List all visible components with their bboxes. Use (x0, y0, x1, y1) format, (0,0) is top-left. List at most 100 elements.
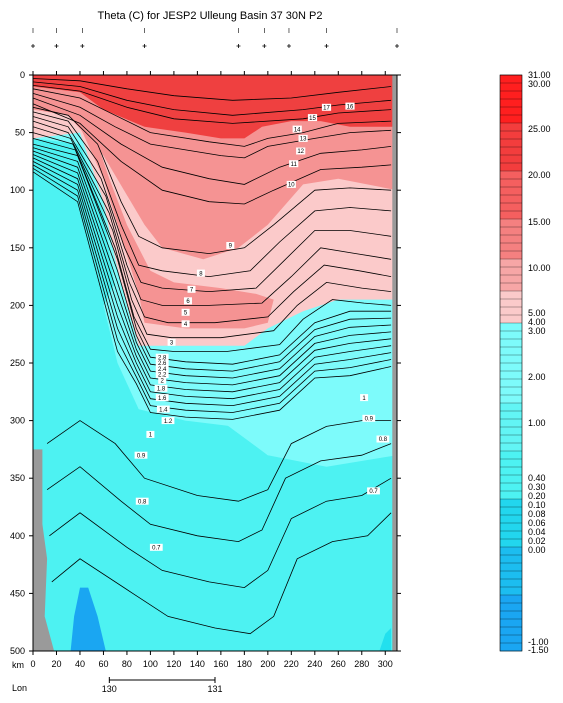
isotherm-mid-4 (32, 120, 392, 306)
contour-label-bg-14 (167, 338, 176, 346)
contour-label-bg-28 (360, 394, 369, 402)
contour-label-27: 0.7 (152, 546, 161, 552)
contour-label-layer: 17 1615141312111098765432.82.62.42.221.81… (134, 102, 390, 552)
lon-tick-label-131: 131 (207, 684, 222, 694)
contour-label-26: 0.8 (138, 499, 147, 505)
fill-blue-cold-core (70, 587, 106, 651)
contour-label-bg-19 (158, 376, 167, 384)
contour-label-bg-5 (296, 147, 306, 155)
colorbar-band-0 (500, 75, 522, 84)
colorbar-band-51 (500, 483, 522, 492)
colorbar-band-23 (500, 259, 522, 268)
contour-label-19: 2 (161, 379, 165, 385)
x-tick-label-280: 280 (354, 659, 369, 669)
land-mask-right (392, 75, 397, 651)
y-tick-label-500: 500 (10, 646, 25, 656)
colorbar-label-14: 0.10 (528, 500, 546, 510)
colorbar-band-64 (500, 587, 522, 596)
isotherm-upper-7 (32, 103, 392, 205)
contour-label-bg-4 (298, 134, 308, 142)
isotherm-mid-1 (32, 106, 392, 255)
contour-label-bg-10 (187, 285, 196, 293)
contour-label-7: 10 (288, 183, 295, 189)
isotherm-mid-3 (32, 116, 392, 293)
contour-label-bg-16 (155, 359, 169, 367)
contour-label-15: 2.8 (158, 355, 167, 361)
colorbar-band-13 (500, 179, 522, 188)
contour-label-30: 0.8 (379, 437, 388, 443)
contour-label-23: 1.2 (164, 419, 173, 425)
contour-label-bg-26 (135, 497, 149, 505)
colorbar-label-18: 0.02 (528, 536, 546, 546)
colorbar-band-33 (500, 339, 522, 348)
isotherm-upper-2 (32, 81, 392, 116)
colorbar-label-10: 1.00 (528, 418, 546, 428)
colorbar-band-68 (500, 619, 522, 628)
isotherm-deep-4 (51, 512, 392, 635)
colorbar-band-17 (500, 211, 522, 220)
colorbar-band-38 (500, 379, 522, 388)
x-tick-label-260: 260 (331, 659, 346, 669)
contour-label-bg-30 (376, 435, 390, 443)
contour-label-10: 7 (190, 288, 194, 294)
y-tick-label-0: 0 (20, 70, 25, 80)
y-tick-label-200: 200 (10, 300, 25, 310)
colorbar-band-25 (500, 275, 522, 284)
contour-label-0: 17 (323, 106, 330, 112)
y-tick-label-350: 350 (10, 473, 25, 483)
contour-label-bg-13 (181, 320, 190, 328)
colorbar-band-47 (500, 451, 522, 460)
colorbar-label-7: 4.00 (528, 317, 546, 327)
temperature-fill-layer (33, 75, 397, 651)
isotherm-upper-3 (32, 85, 392, 124)
contour-label-6: 11 (291, 162, 298, 168)
fill-cyan-cold-patch (379, 628, 392, 651)
contour-label-13: 4 (184, 322, 188, 328)
colorbar-label-1: 30.00 (528, 79, 551, 89)
contour-label-28: 1 (362, 396, 366, 402)
contour-label-22: 1.4 (159, 407, 168, 413)
y-tick-label-150: 150 (10, 243, 25, 253)
colorbar-band-6 (500, 123, 522, 132)
colorbar-band-7 (500, 131, 522, 140)
contour-label-bg-21 (155, 394, 169, 402)
colorbar-band-21 (500, 243, 522, 252)
contour-label-bg-15 (155, 353, 169, 361)
contour-label-25: 0.9 (137, 453, 146, 459)
colorbar-band-66 (500, 603, 522, 612)
colorbar-band-30 (500, 315, 522, 324)
x-tick-label-80: 80 (122, 659, 132, 669)
colorbar-band-19 (500, 227, 522, 236)
contour-label-bg-9 (196, 269, 205, 277)
colorbar-band-29 (500, 307, 522, 316)
x-tick-label-200: 200 (260, 659, 275, 669)
contour-label-8: 9 (229, 244, 233, 250)
chart-title: Theta (C) for JESP2 Ulleung Basin 37 30N… (97, 10, 322, 22)
colorbar-label-11: 0.40 (528, 473, 546, 483)
colorbar-label-19: 0.00 (528, 545, 546, 555)
isotherm-deep-1 (46, 420, 392, 502)
colorbar-label-13: 0.20 (528, 491, 546, 501)
contour-label-24: 1 (149, 433, 153, 439)
colorbar-label-5: 10.00 (528, 263, 551, 273)
colorbar-label-21: -1.50 (528, 645, 549, 655)
x-tick-label-240: 240 (307, 659, 322, 669)
colorbar-band-60 (500, 555, 522, 564)
isotherm-deep-2 (46, 443, 392, 543)
colorbar-band-11 (500, 163, 522, 172)
colorbar-band-53 (500, 499, 522, 508)
contour-label-bg-31 (367, 487, 380, 495)
colorbar-label-9: 2.00 (528, 372, 546, 382)
lon-axis-label: Lon (12, 683, 27, 693)
contour-label-20: 1.8 (157, 387, 166, 393)
contour-label-bg-22 (156, 405, 170, 413)
colorbar-band-39 (500, 387, 522, 396)
contour-label-bg-27 (149, 543, 163, 551)
colorbar-band-42 (500, 411, 522, 420)
isotherm-mid-7 (32, 138, 392, 352)
colorbar-band-55 (500, 515, 522, 524)
contour-label-18: 2.2 (158, 373, 167, 379)
colorbar-band-48 (500, 459, 522, 468)
contour-label-bg-12 (181, 308, 190, 316)
colorbar-band-2 (500, 91, 522, 100)
